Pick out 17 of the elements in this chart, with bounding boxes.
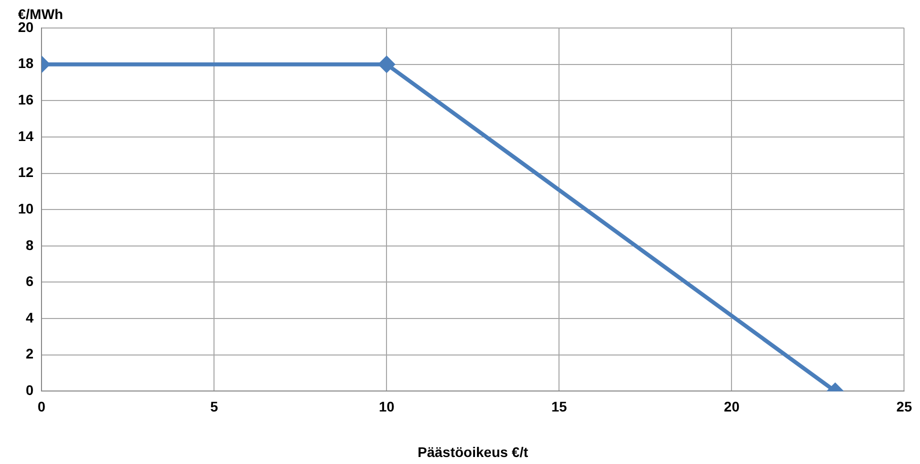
y-tick-label: 16 — [18, 92, 34, 108]
y-tick-label: 12 — [18, 164, 34, 180]
x-axis-title: Päästöoikeus €/t — [418, 444, 528, 460]
y-tick-label: 0 — [26, 382, 34, 398]
x-tick-label: 20 — [724, 398, 740, 414]
x-tick-label: 15 — [551, 398, 568, 414]
y-tick-label: 2 — [26, 346, 34, 362]
y-tick-label: 8 — [26, 236, 34, 253]
y-tick-label: 18 — [18, 55, 34, 72]
y-tick-label: 10 — [18, 200, 34, 216]
x-tick-label: 0 — [38, 398, 46, 414]
y-tick-label: 4 — [26, 309, 34, 326]
x-tick-label: 10 — [378, 398, 395, 414]
x-tick-label: 5 — [210, 398, 218, 414]
x-tick-label: 25 — [896, 398, 912, 414]
y-tick-label: 14 — [18, 128, 34, 144]
y-tick-label: 6 — [26, 273, 34, 290]
